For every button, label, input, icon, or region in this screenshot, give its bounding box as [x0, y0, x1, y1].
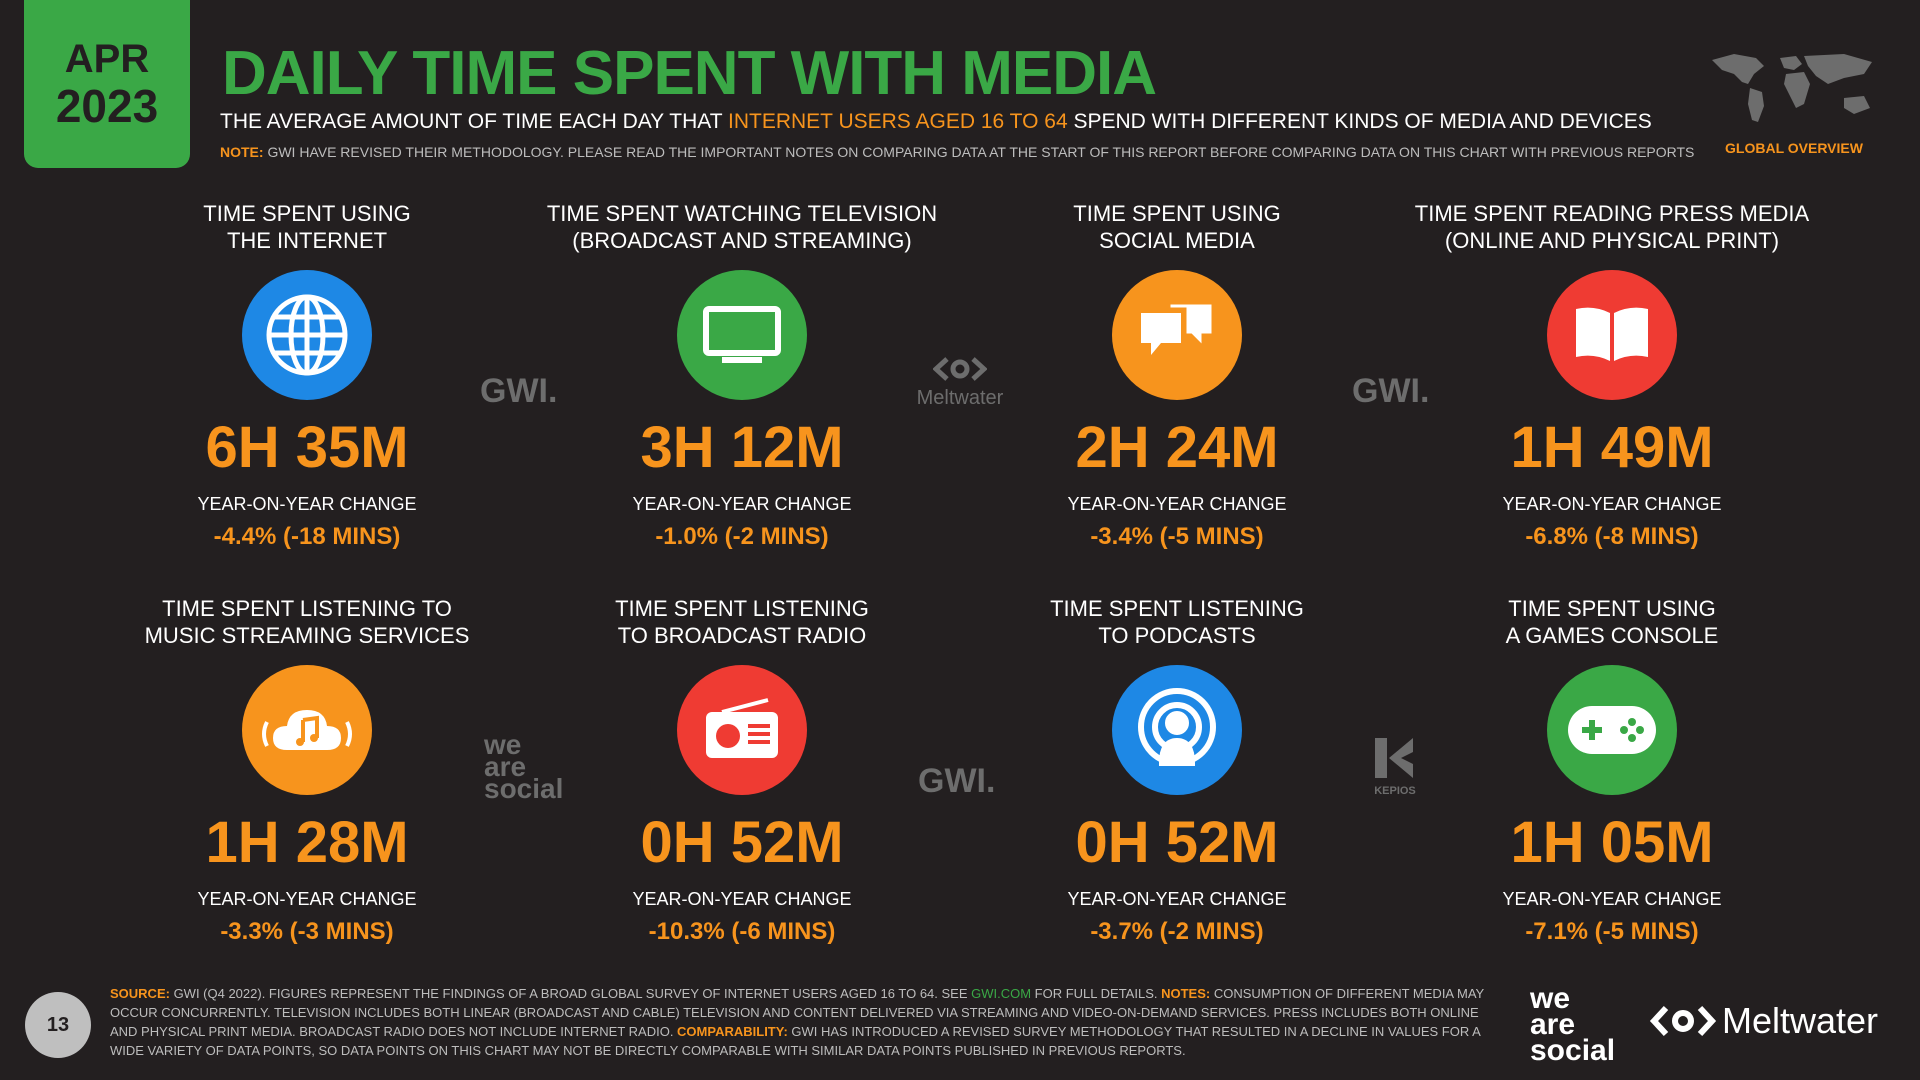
stat-value: 6H 35M [205, 415, 409, 480]
stat-value: 3H 12M [640, 415, 844, 480]
radio-icon [677, 665, 807, 795]
yoy-label: YEAR-ON-YEAR CHANGE [1067, 889, 1287, 909]
date-month: APR [64, 37, 150, 81]
yoy-change: -6.8% (-8 MINS) [1525, 523, 1699, 550]
stat-label: TIME SPENT LISTENING TO PODCASTS [1050, 596, 1304, 648]
stat-label: TIME SPENT WATCHING TELEVISION (BROADCAST… [546, 201, 938, 253]
kepios-watermark: KEPIOS [1372, 736, 1418, 797]
stat-broadcast-radio: TIME SPENT LISTENING TO BROADCAST RADIO 0… [542, 595, 942, 946]
stat-label: TIME SPENT USING A GAMES CONSOLE [1505, 596, 1719, 648]
we-are-social-logo: we are social [1530, 982, 1616, 1067]
yoy-label: YEAR-ON-YEAR CHANGE [197, 889, 417, 909]
yoy-label: YEAR-ON-YEAR CHANGE [1067, 494, 1287, 514]
stat-podcasts: TIME SPENT LISTENING TO PODCASTS 0H 52M Y… [977, 595, 1377, 946]
date-year: 2023 [55, 80, 159, 132]
stat-press-media: TIME SPENT READING PRESS MEDIA (ONLINE AN… [1412, 200, 1812, 551]
stat-label: TIME SPENT READING PRESS MEDIA (ONLINE AN… [1414, 201, 1810, 253]
stat-value: 1H 49M [1510, 415, 1714, 480]
methodology-note: NOTE: GWI HAVE REVISED THEIR METHODOLOGY… [220, 144, 1695, 160]
yoy-change: -3.4% (-5 MINS) [1090, 523, 1264, 550]
stat-value: 1H 28M [205, 810, 409, 875]
yoy-label: YEAR-ON-YEAR CHANGE [1502, 494, 1722, 514]
globe-icon [242, 270, 372, 400]
meltwater-watermark: Meltwater [908, 356, 1012, 410]
page-number: 13 [25, 992, 91, 1058]
stat-value: 0H 52M [1075, 810, 1279, 875]
gamepad-icon [1547, 665, 1677, 795]
stat-internet: TIME SPENT USING THE INTERNET 6H 35M YEAR… [107, 200, 507, 551]
page-title: DAILY TIME SPENT WITH MEDIA [222, 39, 1157, 108]
music-cloud-icon [242, 665, 372, 795]
yoy-label: YEAR-ON-YEAR CHANGE [1502, 889, 1722, 909]
yoy-change: -4.4% (-18 MINS) [213, 523, 401, 550]
global-overview-label: GLOBAL OVERVIEW [1725, 140, 1863, 156]
stat-value: 1H 05M [1510, 810, 1714, 875]
stat-music-streaming: TIME SPENT LISTENING TO MUSIC STREAMING S… [107, 595, 507, 946]
chat-bubbles-icon [1112, 270, 1242, 400]
stat-value: 0H 52M [640, 810, 844, 875]
we-are-social-watermark: we are social [484, 729, 564, 804]
gwi-watermark: GWI. [1352, 372, 1430, 410]
stat-social-media: TIME SPENT USING SOCIAL MEDIA 2H 24M YEAR… [977, 200, 1377, 551]
stat-television: TIME SPENT WATCHING TELEVISION (BROADCAST… [542, 200, 942, 551]
yoy-change: -3.3% (-3 MINS) [220, 918, 394, 945]
world-map-icon [1712, 54, 1872, 122]
stat-label: TIME SPENT USING SOCIAL MEDIA [1073, 201, 1281, 253]
tv-icon [677, 270, 807, 400]
yoy-change: -1.0% (-2 MINS) [655, 523, 829, 550]
stat-value: 2H 24M [1075, 415, 1279, 480]
yoy-change: -3.7% (-2 MINS) [1090, 918, 1264, 945]
page-subtitle: THE AVERAGE AMOUNT OF TIME EACH DAY THAT… [220, 110, 1652, 133]
yoy-label: YEAR-ON-YEAR CHANGE [632, 494, 852, 514]
stat-label: TIME SPENT LISTENING TO MUSIC STREAMING S… [144, 596, 470, 648]
gwi-watermark: GWI. [918, 762, 996, 800]
yoy-label: YEAR-ON-YEAR CHANGE [197, 494, 417, 514]
stat-games-console: TIME SPENT USING A GAMES CONSOLE 1H 05M Y… [1412, 595, 1812, 946]
yoy-change: -10.3% (-6 MINS) [648, 918, 836, 945]
podcast-icon [1112, 665, 1242, 795]
meltwater-logo: Meltwater [1650, 1000, 1878, 1042]
date-badge: APR 2023 [24, 0, 190, 168]
gwi-link[interactable]: GWI.COM [971, 986, 1032, 1001]
gwi-watermark: GWI. [480, 372, 558, 410]
book-icon [1547, 270, 1677, 400]
footer-source: SOURCE: GWI (Q4 2022). FIGURES REPRESENT… [110, 986, 1484, 1058]
yoy-label: YEAR-ON-YEAR CHANGE [632, 889, 852, 909]
stat-label: TIME SPENT USING THE INTERNET [203, 201, 411, 253]
stat-label: TIME SPENT LISTENING TO BROADCAST RADIO [615, 596, 869, 648]
yoy-change: -7.1% (-5 MINS) [1525, 918, 1699, 945]
meltwater-icon [1650, 1005, 1716, 1037]
